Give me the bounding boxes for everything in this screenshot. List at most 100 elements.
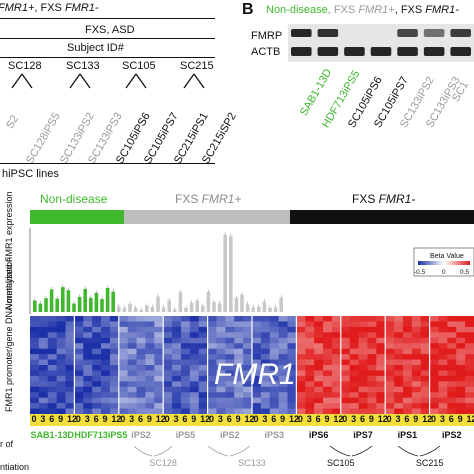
heatmap-cell: [118, 365, 129, 371]
heatmap-cell: [234, 348, 244, 355]
fmrp-band: [450, 29, 471, 37]
heatmap-cell: [385, 354, 395, 360]
heatmap-cell: [154, 316, 164, 322]
heatmap-cell: [136, 365, 146, 371]
panel-a-subject-label: Subject ID#: [67, 42, 124, 54]
heatmap-cell: [234, 381, 244, 388]
day-label: 12: [111, 414, 122, 424]
ylabel-methylation: FMR1 promoter/gene DNA methylation: [4, 256, 14, 412]
heatmap-cell: [243, 326, 253, 333]
heatmap-cell: [456, 337, 466, 344]
panel-b-header-nd: Non-disease: [266, 4, 328, 16]
heatmap-cell: [136, 316, 146, 322]
heatmap-cell: [438, 397, 448, 404]
heatmap-cell: [136, 354, 146, 360]
heatmap-cell: [314, 397, 324, 404]
heatmap-cell: [136, 403, 146, 409]
line-label: iPS7: [353, 430, 373, 440]
heatmap-cell: [30, 381, 40, 388]
heatmap-cell: [225, 321, 235, 328]
heatmap-cell: [456, 326, 466, 333]
heatmap-cell: [340, 326, 351, 333]
heatmap-cell: [438, 321, 448, 328]
left-fragment-1: r of: [0, 439, 14, 449]
day-label: 3: [173, 414, 179, 424]
heatmap-cell: [420, 354, 430, 360]
heatmap-cell: [296, 326, 306, 333]
heatmap-cell: [323, 375, 333, 382]
heatmap-cell: [172, 375, 182, 382]
heatmap-cell: [65, 386, 75, 393]
day-label: 3: [306, 414, 312, 424]
subject-label: SC105: [327, 458, 355, 468]
heatmap-cell: [180, 403, 191, 409]
heatmap-cell: [314, 343, 324, 350]
day-label: 0: [342, 414, 348, 424]
heatmap-cell: [47, 381, 58, 388]
heatmap-cell: [269, 332, 280, 339]
heatmap-cell: [145, 332, 155, 339]
heatmap-cell: [127, 392, 137, 399]
heatmap-cell: [252, 397, 262, 404]
heatmap-cell: [38, 381, 49, 388]
heatmap-cell: [349, 348, 359, 355]
heatmap-cell: [340, 370, 351, 377]
heatmap-cell: [447, 348, 457, 355]
heatmap-cell: [92, 365, 102, 371]
heatmap-cell: [56, 316, 66, 322]
heatmap-cell: [296, 316, 306, 322]
heatmap-cell: [189, 370, 200, 377]
heatmap-cell: [136, 321, 146, 328]
heatmap-cell: [420, 381, 430, 388]
heatmap-cell: [65, 321, 75, 328]
heatmap-cell: [349, 370, 359, 377]
expression-bar: [128, 304, 132, 312]
heatmap-cell: [109, 359, 120, 366]
heatmap-cell: [367, 332, 377, 339]
heatmap-cell: [234, 343, 244, 350]
heatmap-cell: [402, 326, 413, 333]
heatmap-cell: [438, 381, 448, 388]
heatmap-cell: [154, 386, 164, 393]
heatmap-cell: [447, 316, 457, 322]
heatmap-cell: [118, 337, 129, 344]
heatmap-cell: [252, 316, 262, 322]
heatmap-cell: [465, 359, 474, 366]
heatmap-cell: [243, 403, 253, 409]
heatmap-cell: [367, 348, 377, 355]
heatmap-cell: [323, 316, 333, 322]
expression-bar: [156, 296, 160, 312]
heatmap-cell: [189, 321, 200, 328]
heatmap-cell: [163, 365, 173, 371]
heatmap-cell: [278, 321, 288, 328]
heatmap-cell: [358, 408, 368, 414]
heatmap-cell: [216, 365, 226, 371]
heatmap-cell: [92, 326, 102, 333]
heatmap-cell: [402, 375, 413, 382]
heatmap-cell: [429, 332, 439, 339]
heatmap-cell: [314, 392, 324, 399]
heatmap-cell: [30, 359, 40, 366]
heatmap-cell: [65, 348, 75, 355]
heatmap-cell: [287, 392, 297, 399]
heatmap-cell: [287, 386, 297, 393]
expression-bar: [139, 309, 143, 312]
heatmap-cell: [331, 386, 342, 393]
line-label: SAB1-13D: [30, 430, 74, 440]
heatmap-cell: [358, 375, 368, 382]
group-label-fxs-minus: FXS FMR1-: [352, 192, 415, 206]
heatmap-cell: [180, 386, 191, 393]
heatmap-cell: [429, 359, 439, 366]
heatmap-cell: [234, 375, 244, 382]
heatmap-cell: [447, 397, 457, 404]
heatmap-cell: [65, 365, 75, 371]
actb-band: [317, 47, 339, 56]
heatmap-cell: [438, 316, 448, 322]
expression-bar: [83, 288, 87, 312]
heatmap-cell: [456, 316, 466, 322]
heatmap-cell: [367, 386, 377, 393]
heatmap-cell: [323, 337, 333, 344]
heatmap-cell: [447, 359, 457, 366]
heatmap-cell: [349, 316, 359, 322]
heatmap-cell: [92, 316, 102, 322]
